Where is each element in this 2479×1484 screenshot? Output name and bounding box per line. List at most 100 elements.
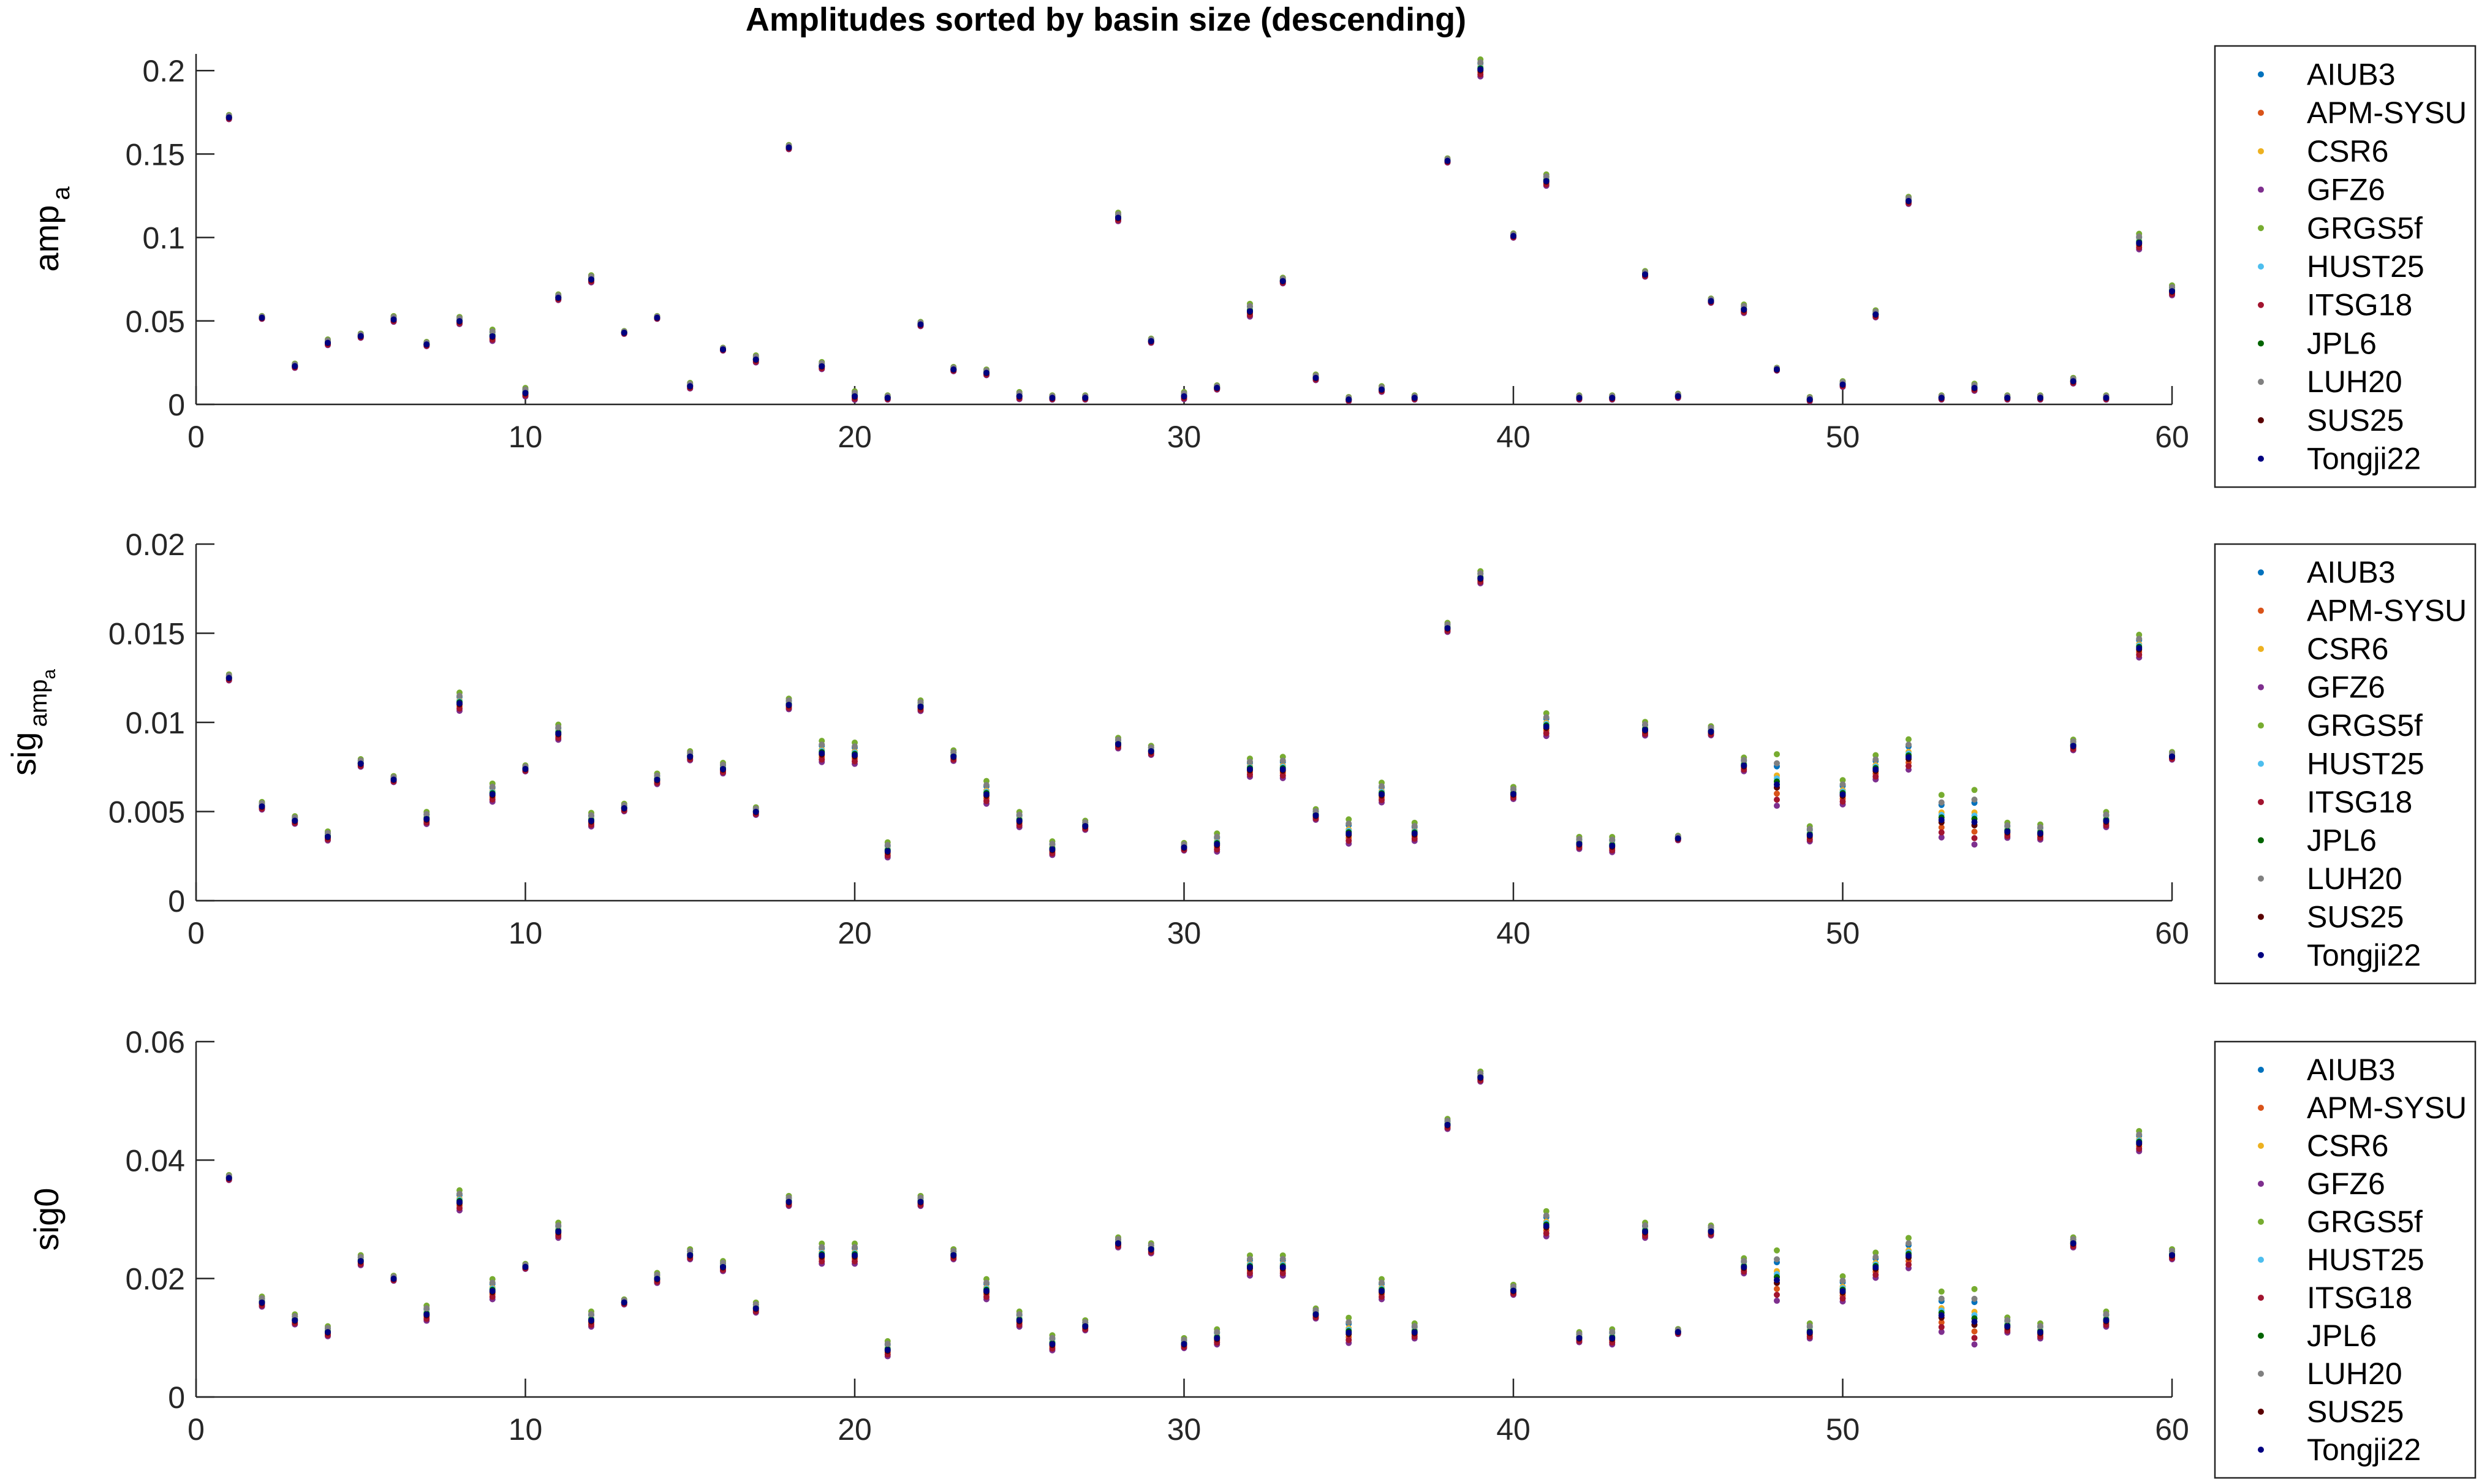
- legend-label: ITSG18: [2307, 785, 2412, 819]
- x-tick-label: 30: [1167, 420, 1202, 454]
- data-point-tongji22: [1675, 393, 1681, 399]
- data-point-tongji22: [1708, 728, 1714, 735]
- data-point-tongji22: [785, 1198, 792, 1205]
- data-point-tongji22: [752, 808, 759, 815]
- data-point-luh20: [852, 1244, 858, 1251]
- legend-label: AIUB3: [2307, 57, 2396, 91]
- data-point-tongji22: [390, 1275, 397, 1282]
- data-point-luh20: [1345, 820, 1352, 827]
- data-point-tongji22: [588, 1317, 594, 1324]
- legend-label: CSR6: [2307, 632, 2388, 666]
- data-point-tongji22: [1279, 766, 1286, 773]
- data-point-luh20: [1049, 1334, 1056, 1341]
- legend-marker-gfz6: [2258, 186, 2264, 193]
- data-point-luh20: [1971, 797, 1978, 803]
- data-point-tongji22: [1839, 381, 1846, 388]
- legend-label: Tongji22: [2307, 442, 2421, 476]
- data-point-gfz6: [1971, 1341, 1978, 1348]
- data-point-luh20: [1411, 1323, 1418, 1330]
- data-point-luh20: [1214, 833, 1221, 840]
- data-point-tongji22: [456, 318, 463, 325]
- data-point-tongji22: [621, 805, 627, 812]
- data-point-luh20: [654, 772, 660, 779]
- data-point-tongji22: [2169, 753, 2175, 760]
- data-point-tongji22: [1411, 395, 1418, 401]
- legend-label: GFZ6: [2307, 1167, 2385, 1201]
- legend-marker-gfz6: [2258, 1181, 2264, 1187]
- data-point-tongji22: [1444, 625, 1451, 632]
- legend-label: SUS25: [2307, 1395, 2404, 1429]
- data-point-itsg18: [1872, 773, 1879, 780]
- x-tick-label: 30: [1167, 916, 1202, 950]
- y-axis-label-main: amp: [27, 205, 66, 272]
- y-tick-label: 0.15: [126, 137, 185, 172]
- data-point-tongji22: [785, 702, 792, 708]
- data-point-tongji22: [1115, 214, 1121, 221]
- data-point-apm-sysu: [1971, 1328, 1978, 1334]
- data-point-tongji22: [1543, 723, 1550, 730]
- data-point-tongji22: [1345, 1329, 1352, 1336]
- data-point-luh20: [1247, 759, 1253, 765]
- data-point-luh20: [1214, 1328, 1221, 1335]
- legend-label: Tongji22: [2307, 1433, 2421, 1467]
- data-point-grgs5f: [1938, 1288, 1945, 1295]
- y-axis-label-subsubscript: a: [39, 669, 59, 680]
- data-point-tongji22: [1049, 846, 1056, 853]
- data-point-tongji22: [588, 817, 594, 824]
- data-point-tongji22: [522, 1263, 529, 1270]
- legend-label: APM-SYSU: [2307, 594, 2467, 628]
- legend-marker-itsg18: [2258, 798, 2264, 805]
- legend-marker-jpl6: [2258, 340, 2264, 347]
- legend-marker-tongji22: [2258, 455, 2264, 462]
- y-axis-label-main: sig0: [27, 1188, 66, 1251]
- data-point-luh20: [884, 842, 891, 849]
- data-point-gfz6: [1774, 803, 1780, 809]
- x-tick-label: 20: [838, 916, 872, 950]
- data-point-tongji22: [1938, 1312, 1945, 1319]
- data-point-tongji22: [2103, 1317, 2110, 1324]
- data-point-grgs5f: [1971, 1285, 1978, 1292]
- data-point-itsg18: [1839, 798, 1846, 805]
- data-point-luh20: [983, 1279, 990, 1286]
- data-point-tongji22: [1543, 178, 1550, 184]
- data-point-luh20: [1345, 1319, 1352, 1325]
- data-point-tongji22: [621, 330, 627, 336]
- data-point-tongji22: [1642, 271, 1648, 278]
- data-point-luh20: [1609, 836, 1616, 843]
- data-point-luh20: [1115, 736, 1121, 743]
- data-point-luh20: [720, 762, 726, 768]
- data-point-tongji22: [2169, 288, 2175, 295]
- data-point-luh20: [1279, 1255, 1286, 1262]
- data-point-luh20: [2136, 635, 2143, 642]
- data-point-itsg18: [1774, 797, 1780, 803]
- data-point-tongji22: [852, 393, 858, 399]
- data-point-luh20: [588, 812, 594, 819]
- data-point-tongji22: [522, 390, 529, 396]
- data-point-itsg18: [489, 797, 496, 803]
- data-point-apm-sysu: [1938, 824, 1945, 831]
- legend-marker-csr6: [2258, 148, 2264, 154]
- data-point-tongji22: [2004, 828, 2011, 835]
- x-tick-label: 50: [1826, 420, 1860, 454]
- data-point-tongji22: [1642, 727, 1648, 733]
- y-axis-label: sig ampa: [4, 669, 59, 776]
- data-point-tongji22: [1181, 844, 1187, 851]
- legend-label: ITSG18: [2307, 288, 2412, 322]
- data-point-tongji22: [225, 675, 232, 681]
- data-point-tongji22: [687, 383, 694, 390]
- data-point-itsg18: [1411, 836, 1418, 842]
- data-point-tongji22: [2103, 395, 2110, 401]
- y-axis-label-main: sig: [4, 732, 43, 776]
- data-point-luh20: [1741, 1257, 1747, 1264]
- data-point-itsg18: [983, 1293, 990, 1300]
- legend-label: GRGS5f: [2307, 1205, 2423, 1239]
- data-point-gfz6: [1774, 1297, 1780, 1304]
- legend-label: APM-SYSU: [2307, 1091, 2467, 1125]
- data-point-tongji22: [259, 803, 265, 810]
- data-point-tongji22: [785, 144, 792, 151]
- data-point-tongji22: [1806, 832, 1813, 839]
- data-point-luh20: [456, 692, 463, 699]
- data-point-luh20: [489, 328, 496, 335]
- data-point-luh20: [2004, 822, 2011, 829]
- legend-label: HUST25: [2307, 747, 2424, 781]
